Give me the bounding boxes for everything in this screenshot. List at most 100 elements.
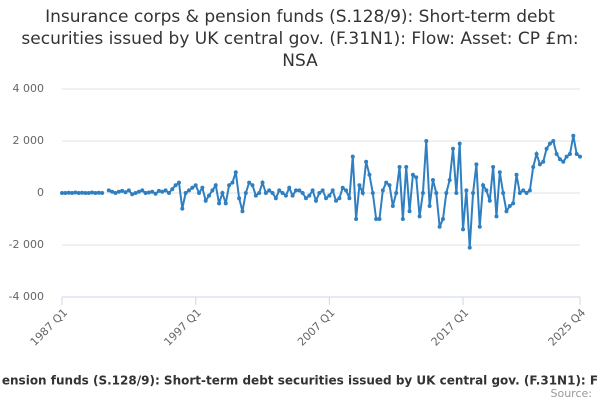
point xyxy=(434,191,439,195)
point xyxy=(66,190,71,195)
point xyxy=(186,188,191,193)
point xyxy=(461,227,466,232)
point xyxy=(150,189,155,194)
point xyxy=(564,154,569,159)
point xyxy=(504,209,509,214)
point xyxy=(287,185,292,190)
point xyxy=(464,188,469,193)
point xyxy=(327,193,332,198)
point xyxy=(571,133,576,138)
point xyxy=(451,146,456,151)
source: Source: xyxy=(551,387,593,400)
point xyxy=(83,191,88,195)
point xyxy=(210,188,215,193)
point xyxy=(347,196,352,201)
point xyxy=(146,190,151,195)
point xyxy=(440,217,445,221)
point xyxy=(153,191,158,196)
point xyxy=(364,159,369,164)
point xyxy=(544,146,549,151)
point xyxy=(511,201,516,206)
point xyxy=(384,180,389,185)
point xyxy=(350,154,355,159)
point xyxy=(537,162,542,167)
point xyxy=(477,224,482,229)
point xyxy=(267,188,272,193)
point xyxy=(260,180,265,185)
point xyxy=(60,191,64,195)
point xyxy=(484,188,489,193)
point xyxy=(471,191,476,195)
point xyxy=(140,188,145,193)
point xyxy=(517,191,522,195)
point xyxy=(531,165,536,169)
point xyxy=(578,154,582,159)
point xyxy=(247,180,252,185)
point xyxy=(514,172,519,177)
point xyxy=(567,152,572,156)
point xyxy=(541,159,546,164)
point xyxy=(190,185,195,190)
x-tick-label: 1987 Q1 xyxy=(28,306,71,349)
y-tick-label: -2 000 xyxy=(9,238,44,251)
point xyxy=(354,217,359,221)
point xyxy=(554,152,559,156)
point xyxy=(437,224,442,229)
point xyxy=(123,190,128,195)
point xyxy=(574,152,579,156)
point xyxy=(380,188,385,193)
point xyxy=(524,191,529,195)
point xyxy=(243,191,248,195)
point xyxy=(183,191,188,195)
point xyxy=(113,191,118,195)
point xyxy=(320,188,325,193)
point xyxy=(193,183,198,188)
point xyxy=(367,172,372,177)
point xyxy=(420,191,425,195)
point xyxy=(330,188,335,193)
y-tick-label: -4 000 xyxy=(9,290,44,303)
point xyxy=(130,192,135,197)
point xyxy=(200,185,205,190)
point xyxy=(313,198,318,203)
point xyxy=(126,188,131,193)
point xyxy=(454,191,459,195)
point xyxy=(293,188,298,193)
point xyxy=(93,191,98,195)
point xyxy=(417,214,422,219)
point xyxy=(300,191,305,195)
point xyxy=(447,178,452,182)
point xyxy=(394,191,399,195)
point xyxy=(283,193,288,198)
point xyxy=(207,193,212,198)
point xyxy=(100,191,105,195)
point xyxy=(217,201,222,206)
y-tick-label: 2 000 xyxy=(13,134,45,147)
point xyxy=(240,209,245,214)
y-tick-label: 4 000 xyxy=(13,82,45,95)
point xyxy=(507,204,512,208)
point xyxy=(324,196,329,201)
point xyxy=(73,190,78,195)
point xyxy=(106,188,111,193)
chart-title: Insurance corps & pension funds (S.128/9… xyxy=(21,7,579,71)
point xyxy=(163,188,168,193)
legend-label: ension funds (S.128/9): Short-term debt … xyxy=(2,374,598,388)
point xyxy=(220,191,225,195)
point xyxy=(387,183,392,188)
point xyxy=(444,191,449,195)
point xyxy=(344,188,349,193)
point xyxy=(63,191,68,195)
point xyxy=(86,191,91,195)
point xyxy=(173,183,178,188)
point xyxy=(404,165,409,169)
point xyxy=(317,191,322,195)
point xyxy=(400,217,405,221)
point xyxy=(501,191,506,195)
point xyxy=(551,139,556,143)
point xyxy=(414,175,419,180)
point xyxy=(561,159,566,164)
x-tick-label: 1997 Q1 xyxy=(161,306,204,349)
point xyxy=(203,198,208,203)
point xyxy=(307,193,312,198)
